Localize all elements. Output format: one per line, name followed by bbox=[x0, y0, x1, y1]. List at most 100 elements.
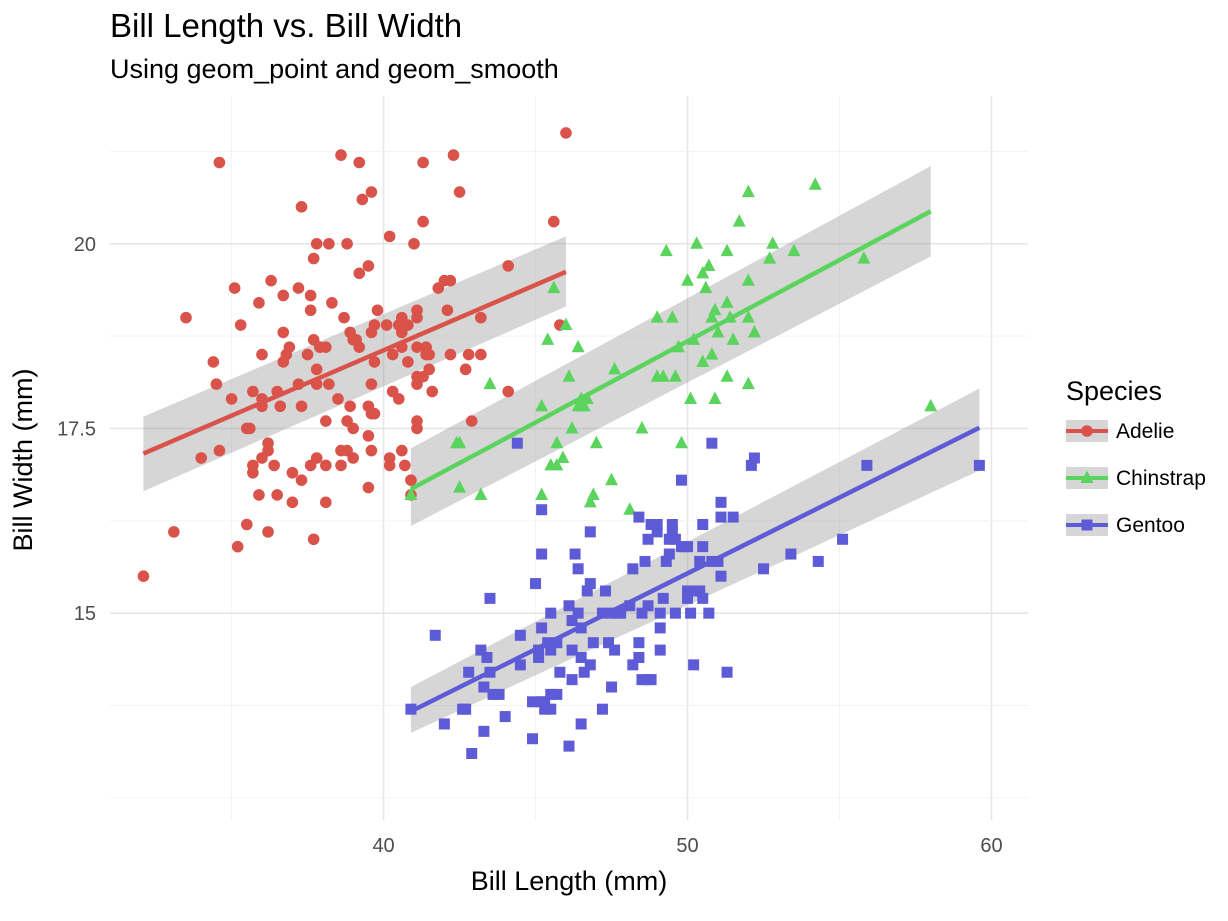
data-point-adelie bbox=[244, 422, 256, 435]
data-point-gentoo bbox=[545, 703, 557, 715]
data-point-chinstrap bbox=[681, 273, 695, 286]
data-point-adelie bbox=[225, 393, 238, 405]
data-point-gentoo bbox=[463, 666, 475, 678]
data-point-gentoo bbox=[675, 474, 687, 486]
data-point-gentoo bbox=[624, 600, 636, 612]
data-point-gentoo bbox=[596, 607, 608, 619]
data-point-adelie bbox=[304, 289, 317, 302]
data-point-gentoo bbox=[527, 696, 539, 708]
data-point-gentoo bbox=[487, 688, 499, 700]
data-point-chinstrap bbox=[684, 391, 698, 404]
data-point-gentoo bbox=[694, 555, 706, 567]
data-point-gentoo bbox=[627, 563, 639, 575]
data-point-gentoo bbox=[682, 585, 694, 597]
data-point-adelie bbox=[383, 230, 396, 243]
data-point-gentoo bbox=[533, 651, 545, 663]
legend-item-chinstrap: Chinstrap bbox=[1066, 467, 1206, 490]
data-point-chinstrap bbox=[535, 398, 549, 412]
data-point-adelie bbox=[396, 444, 408, 457]
data-point-adelie bbox=[347, 452, 359, 464]
data-point-gentoo bbox=[438, 718, 450, 730]
data-point-chinstrap bbox=[708, 302, 722, 316]
data-point-adelie bbox=[262, 526, 274, 538]
data-point-gentoo bbox=[694, 585, 706, 597]
data-point-gentoo bbox=[569, 548, 581, 560]
data-point-gentoo bbox=[554, 666, 566, 678]
data-point-adelie bbox=[362, 481, 375, 494]
data-point-gentoo bbox=[545, 607, 557, 619]
data-point-gentoo bbox=[682, 592, 694, 604]
data-point-gentoo bbox=[727, 511, 739, 523]
data-point-adelie bbox=[262, 437, 274, 450]
data-point-chinstrap bbox=[562, 369, 576, 382]
data-point-gentoo bbox=[566, 615, 578, 627]
data-point-chinstrap bbox=[656, 369, 670, 382]
data-point-adelie bbox=[353, 341, 366, 353]
data-point-gentoo bbox=[697, 518, 709, 530]
data-point-adelie bbox=[295, 201, 308, 213]
data-point-adelie bbox=[405, 474, 417, 486]
x-tick-label: 40 bbox=[372, 835, 394, 857]
data-point-chinstrap bbox=[741, 310, 755, 323]
data-point-gentoo bbox=[666, 526, 678, 538]
data-point-chinstrap bbox=[720, 243, 734, 257]
data-point-chinstrap bbox=[720, 295, 734, 308]
data-point-adelie bbox=[168, 526, 180, 538]
data-point-gentoo bbox=[499, 711, 511, 723]
data-point-adelie bbox=[286, 496, 299, 509]
data-point-adelie bbox=[247, 459, 259, 472]
grid bbox=[110, 96, 1028, 820]
data-point-adelie bbox=[307, 533, 320, 546]
data-point-gentoo bbox=[715, 511, 727, 523]
data-point-gentoo bbox=[645, 518, 657, 530]
data-point-chinstrap bbox=[453, 435, 467, 449]
data-point-adelie bbox=[383, 452, 396, 464]
data-point-gentoo bbox=[563, 600, 575, 612]
data-point-gentoo bbox=[599, 585, 611, 597]
data-point-gentoo bbox=[688, 585, 700, 597]
data-point-adelie bbox=[408, 237, 420, 250]
data-point-chinstrap bbox=[404, 487, 418, 500]
legend-label: Adelie bbox=[1116, 420, 1174, 443]
data-point-gentoo bbox=[478, 681, 490, 693]
data-point-adelie bbox=[371, 304, 384, 317]
data-point-gentoo bbox=[545, 688, 557, 700]
data-point-adelie bbox=[444, 274, 457, 287]
data-point-adelie bbox=[256, 348, 268, 361]
x-tick-label: 60 bbox=[980, 835, 1002, 857]
legend: Species Adelie Chinstrap Gentoo bbox=[1066, 376, 1206, 537]
data-point-adelie bbox=[195, 452, 207, 464]
data-point-adelie bbox=[423, 348, 435, 361]
data-point-adelie bbox=[228, 282, 241, 294]
data-point-adelie bbox=[368, 356, 381, 368]
data-point-gentoo bbox=[575, 718, 587, 730]
data-point-adelie bbox=[265, 274, 277, 287]
chart-subtitle: Using geom_point and geom_smooth bbox=[110, 54, 559, 84]
data-point-adelie bbox=[210, 378, 223, 390]
data-point-chinstrap bbox=[741, 376, 755, 390]
data-point-adelie bbox=[286, 466, 299, 479]
legend-item-gentoo: Gentoo bbox=[1066, 514, 1185, 537]
data-point-gentoo bbox=[596, 703, 608, 715]
data-point-adelie bbox=[240, 518, 253, 531]
data-point-gentoo bbox=[527, 733, 539, 745]
data-point-gentoo bbox=[572, 563, 584, 575]
legend-items: Adelie Chinstrap Gentoo bbox=[1066, 420, 1206, 537]
plot-panel bbox=[110, 96, 1028, 820]
data-point-gentoo bbox=[642, 533, 654, 545]
data-point-gentoo bbox=[861, 459, 873, 471]
data-point-gentoo bbox=[706, 437, 718, 449]
data-point-gentoo bbox=[651, 526, 663, 538]
data-point-gentoo bbox=[575, 651, 587, 663]
data-point-gentoo bbox=[478, 725, 490, 737]
data-point-gentoo bbox=[603, 637, 615, 649]
data-point-chinstrap bbox=[453, 480, 467, 493]
regression-lines bbox=[142, 209, 981, 714]
data-point-adelie bbox=[234, 319, 247, 331]
data-point-gentoo bbox=[536, 622, 548, 634]
data-point-gentoo bbox=[748, 452, 760, 464]
data-point-chinstrap bbox=[696, 265, 710, 279]
data-point-adelie bbox=[347, 422, 359, 435]
data-point-chinstrap bbox=[766, 236, 780, 249]
